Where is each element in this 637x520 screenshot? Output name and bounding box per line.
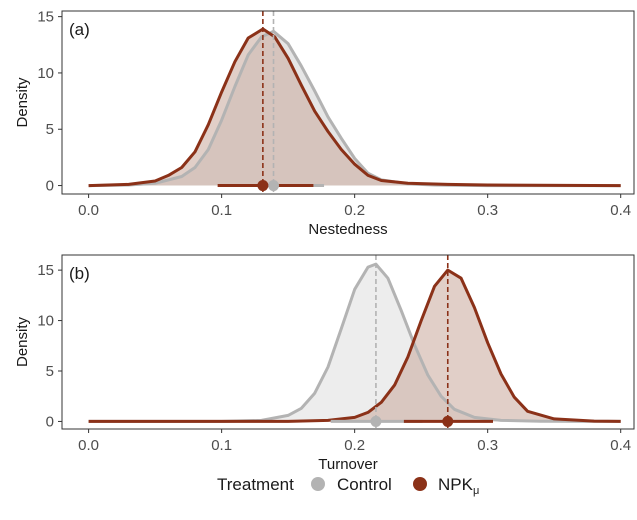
x-tick-label: 0.3: [477, 437, 498, 454]
panel-a: 0.0 0.1 0.2 0.3 0.4 0 5 10 15 (a) Nestedness Densit…: [14, 9, 635, 238]
legend-key-npk: [413, 477, 427, 491]
density-area-control: [88, 264, 621, 422]
panel-b: 0.0 0.1 0.2 0.3 0.4 0 5 10 15 (b) Turnover Density: [14, 254, 635, 473]
legend-label-npk-subscript: μ: [473, 485, 479, 497]
legend-key-control: [311, 477, 325, 491]
y-axis-title: Density: [14, 77, 31, 128]
x-tick-label: 0.4: [610, 437, 631, 454]
x-tick-label: 0.2: [344, 437, 365, 454]
panel-label: (a): [69, 20, 90, 39]
y-tick-label: 10: [37, 65, 54, 82]
legend-label-control: Control: [337, 475, 392, 494]
x-tick-label: 0.0: [78, 202, 99, 219]
mean-point-control: [370, 415, 382, 427]
legend-label-npk: NPKμ: [438, 475, 479, 497]
x-axis-title: Nestedness: [308, 221, 387, 238]
legend: Treatment Control NPKμ: [217, 475, 479, 497]
x-tick-label: 0.2: [344, 202, 365, 219]
x-axis-title: Turnover: [318, 456, 377, 473]
x-tick-label: 0.1: [211, 437, 232, 454]
mean-point-control: [268, 180, 280, 192]
panel-label: (b): [69, 264, 90, 283]
y-tick-label: 0: [46, 413, 54, 430]
density-line-npk: [88, 268, 621, 423]
y-tick-label: 0: [46, 178, 54, 195]
density-area-npk: [88, 270, 621, 422]
x-tick-label: 0.1: [211, 202, 232, 219]
y-axis-title: Density: [14, 316, 31, 367]
x-tick-label: 0.0: [78, 437, 99, 454]
y-tick-label: 15: [37, 9, 54, 26]
panel-border: [61, 254, 635, 430]
x-tick-label: 0.3: [477, 202, 498, 219]
mean-point-npk: [442, 415, 454, 427]
mean-point-npk: [257, 180, 269, 192]
y-tick-label: 10: [37, 313, 54, 330]
panel-border: [61, 10, 635, 195]
density-line-npk: [88, 27, 621, 188]
density-area-npk: [88, 29, 621, 186]
legend-title: Treatment: [217, 475, 294, 494]
x-tick-label: 0.4: [610, 202, 631, 219]
y-tick-label: 15: [37, 262, 54, 279]
y-tick-label: 5: [46, 121, 54, 138]
y-tick-label: 5: [46, 363, 54, 380]
